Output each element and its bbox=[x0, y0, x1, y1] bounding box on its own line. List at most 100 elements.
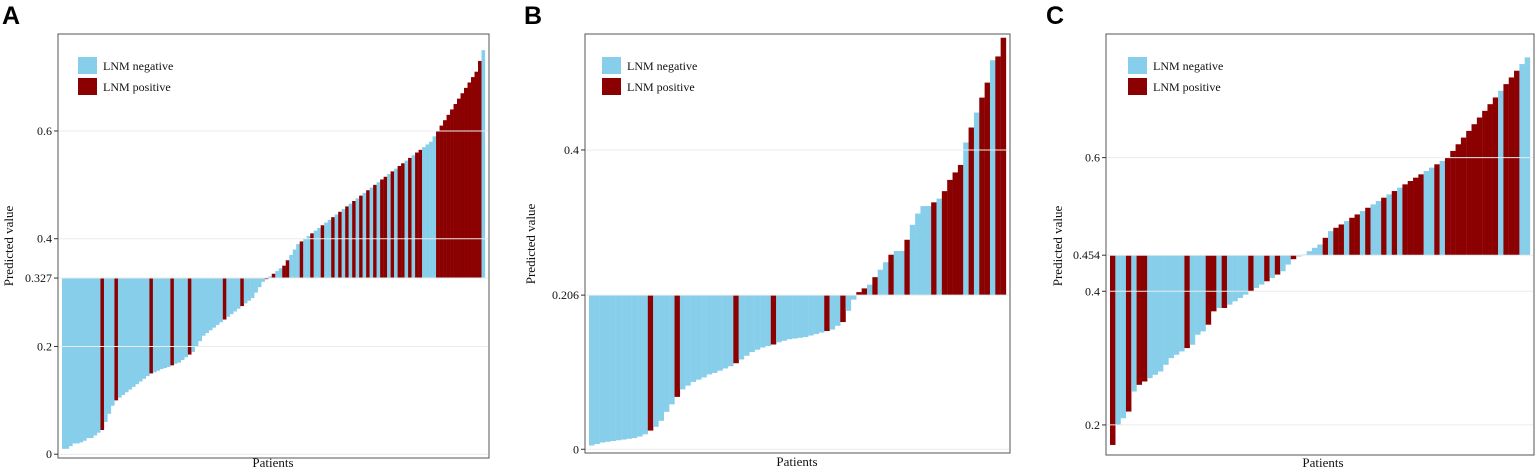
bar-lnm-negative bbox=[915, 213, 921, 296]
bar-lnm-negative bbox=[1439, 160, 1446, 256]
bar-lnm-negative bbox=[909, 224, 916, 296]
y-tick-label: 0.2 bbox=[1085, 418, 1100, 432]
bar-lnm-negative bbox=[936, 198, 942, 296]
bar-lnm-negative bbox=[893, 250, 900, 296]
bar-lnm-negative bbox=[738, 295, 745, 360]
bar-lnm-negative bbox=[278, 268, 283, 279]
panel-a-y-ticks: 0 0.2 0.327 0.4 0.6 bbox=[25, 124, 488, 461]
bar-lnm-negative bbox=[184, 278, 189, 358]
panel-b: B 0 0.206 0.4 Patients Predicted value LNM… bbox=[523, 2, 1011, 469]
bar-lnm-negative bbox=[1397, 187, 1403, 256]
bar-lnm-negative bbox=[292, 249, 297, 279]
bar-lnm-positive bbox=[331, 217, 335, 279]
bar-lnm-positive bbox=[931, 202, 937, 296]
bar-lnm-negative bbox=[637, 295, 643, 437]
bar-lnm-negative bbox=[728, 295, 734, 367]
bar-lnm-positive bbox=[380, 179, 384, 279]
panel-c-y-ticks: 0.2 0.4 0.454 0.6 bbox=[1073, 151, 1533, 432]
bar-lnm-negative bbox=[254, 278, 258, 293]
bar-lnm-negative bbox=[615, 295, 622, 441]
bar-lnm-positive bbox=[1434, 164, 1440, 256]
bar-lnm-negative bbox=[131, 278, 136, 387]
bar-lnm-positive bbox=[366, 190, 370, 279]
panel-c-bars bbox=[1110, 57, 1531, 445]
bar-lnm-negative bbox=[124, 278, 129, 393]
bar-lnm-negative bbox=[1179, 255, 1185, 352]
bar-lnm-negative bbox=[834, 295, 841, 326]
bar-lnm-negative bbox=[324, 222, 328, 279]
bar-lnm-positive bbox=[282, 265, 286, 279]
bar-lnm-negative bbox=[802, 295, 809, 338]
bar-lnm-positive bbox=[285, 260, 290, 279]
bar-lnm-negative bbox=[89, 278, 94, 439]
bar-lnm-negative bbox=[781, 295, 787, 341]
bar-lnm-negative bbox=[621, 295, 627, 440]
bar-lnm-positive bbox=[995, 56, 1001, 296]
bar-lnm-positive bbox=[170, 278, 175, 366]
legend-label-positive: LNM positive bbox=[1153, 80, 1221, 94]
bar-lnm-negative bbox=[722, 295, 729, 369]
bar-lnm-negative bbox=[250, 278, 255, 298]
bar-lnm-negative bbox=[1428, 167, 1435, 256]
bar-lnm-negative bbox=[229, 278, 234, 315]
bar-lnm-negative bbox=[920, 206, 926, 296]
bar-lnm-negative bbox=[1285, 255, 1291, 265]
bar-lnm-negative bbox=[208, 278, 213, 331]
legend-label-negative: LNM negative bbox=[627, 59, 697, 73]
panel-b-y-axis-title: Predicted value bbox=[523, 204, 538, 285]
bar-lnm-negative bbox=[247, 278, 251, 301]
bar-lnm-negative bbox=[776, 295, 782, 343]
bar-lnm-negative bbox=[103, 278, 108, 422]
bar-lnm-negative bbox=[303, 238, 307, 279]
bar-lnm-negative bbox=[963, 142, 969, 296]
bar-lnm-positive bbox=[1248, 255, 1254, 292]
bar-lnm-positive bbox=[957, 164, 964, 296]
panel-a-label: A bbox=[2, 2, 20, 30]
bar-lnm-negative bbox=[145, 278, 150, 377]
bar-lnm-negative bbox=[1216, 255, 1222, 308]
bar-lnm-negative bbox=[899, 250, 905, 296]
y-tick-label: 0.4 bbox=[564, 143, 579, 157]
bar-lnm-positive bbox=[1508, 77, 1515, 256]
bar-lnm-negative bbox=[792, 295, 798, 339]
bar-lnm-positive bbox=[467, 82, 472, 279]
bar-lnm-negative bbox=[711, 295, 718, 373]
panel-a-legend: LNM negative LNM positive bbox=[78, 57, 173, 95]
bar-lnm-positive bbox=[1000, 37, 1007, 296]
y-tick-label: 0 bbox=[46, 447, 52, 461]
bar-lnm-positive bbox=[1125, 255, 1132, 412]
bar-lnm-positive bbox=[1211, 255, 1217, 312]
bar-lnm-negative bbox=[79, 278, 84, 443]
bar-lnm-positive bbox=[415, 152, 419, 279]
bar-lnm-positive bbox=[1322, 237, 1329, 256]
bar-lnm-positive bbox=[187, 278, 192, 355]
y-tick-label: 0.6 bbox=[37, 124, 52, 138]
bar-lnm-negative bbox=[1306, 251, 1313, 256]
bar-lnm-negative bbox=[117, 278, 122, 398]
bar-lnm-positive bbox=[439, 125, 444, 279]
legend-swatch-negative bbox=[78, 57, 97, 74]
bar-lnm-positive bbox=[1444, 157, 1451, 256]
bar-lnm-positive bbox=[397, 165, 402, 279]
bar-lnm-negative bbox=[989, 60, 996, 296]
bar-lnm-negative bbox=[1280, 255, 1286, 272]
bar-lnm-positive bbox=[450, 109, 454, 279]
legend-swatch-positive bbox=[78, 78, 97, 95]
bar-lnm-negative bbox=[177, 278, 182, 363]
bar-lnm-negative bbox=[142, 278, 147, 379]
bar-lnm-negative bbox=[786, 295, 793, 340]
legend-label-positive: LNM positive bbox=[627, 80, 695, 94]
bar-lnm-negative bbox=[1519, 64, 1525, 256]
legend-label-positive: LNM positive bbox=[103, 80, 171, 94]
bar-lnm-negative bbox=[296, 244, 300, 279]
panel-c: C 0.2 0.4 0.454 0.6 Patients Predicted valu… bbox=[1046, 2, 1535, 469]
bar-lnm-positive bbox=[408, 157, 412, 279]
bar-lnm-negative bbox=[72, 278, 77, 444]
bar-lnm-negative bbox=[1131, 255, 1137, 392]
bar-lnm-positive bbox=[460, 93, 465, 279]
bar-lnm-negative bbox=[1115, 255, 1121, 425]
bar-lnm-negative bbox=[86, 278, 91, 439]
bar-lnm-negative bbox=[1163, 255, 1169, 365]
bar-lnm-positive bbox=[840, 295, 846, 323]
bar-lnm-positive bbox=[1503, 84, 1509, 256]
